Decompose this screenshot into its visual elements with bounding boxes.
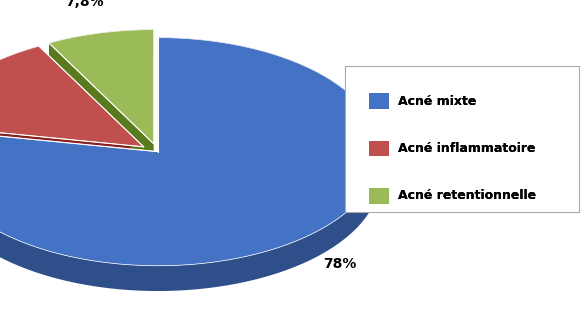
Text: Acné retentionnelle: Acné retentionnelle [398, 189, 536, 203]
Polygon shape [49, 30, 154, 68]
Polygon shape [0, 38, 380, 266]
Text: 78%: 78% [323, 257, 356, 271]
Polygon shape [49, 30, 154, 144]
Polygon shape [49, 43, 154, 169]
FancyBboxPatch shape [369, 93, 389, 109]
Polygon shape [0, 38, 380, 291]
Text: Acné mixte: Acné mixte [398, 94, 476, 108]
Text: Acné mixte: Acné mixte [398, 94, 476, 108]
Polygon shape [39, 46, 144, 172]
Text: Acné retentionnelle: Acné retentionnelle [398, 189, 536, 203]
Polygon shape [0, 46, 144, 147]
Polygon shape [0, 130, 158, 177]
Text: Acné inflammatoire: Acné inflammatoire [398, 142, 535, 155]
Polygon shape [0, 125, 144, 172]
FancyBboxPatch shape [369, 188, 389, 204]
Text: Acné inflammatoire: Acné inflammatoire [398, 142, 535, 155]
FancyBboxPatch shape [369, 188, 389, 204]
Polygon shape [0, 46, 39, 151]
FancyBboxPatch shape [345, 66, 579, 212]
Text: 7,8%: 7,8% [66, 0, 104, 9]
FancyBboxPatch shape [369, 141, 389, 156]
FancyBboxPatch shape [369, 93, 389, 109]
FancyBboxPatch shape [369, 141, 389, 156]
